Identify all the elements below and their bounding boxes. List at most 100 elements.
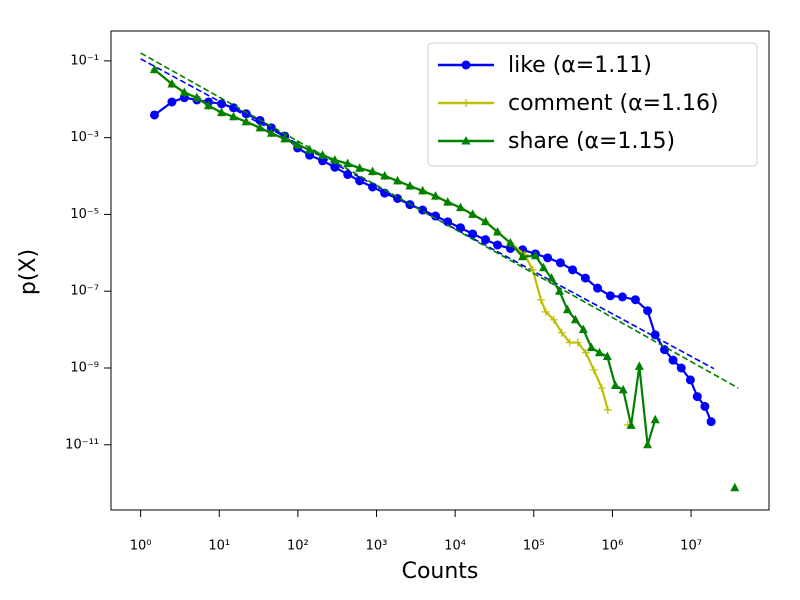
point [480,235,490,245]
point [602,351,612,360]
point [431,191,441,200]
point [668,355,678,365]
point [192,92,202,102]
point [443,197,453,206]
point [565,338,574,347]
point [597,384,606,393]
point [581,348,590,357]
point [468,209,478,218]
point [229,111,239,121]
point [280,133,290,143]
point [594,347,604,357]
y-tick-label: 10⁻⁹ [70,360,99,375]
legend-marker [461,60,471,70]
point [355,163,365,172]
x-tick-label: 10⁷ [680,539,702,554]
point [443,217,453,227]
y-tick-label: 10⁻⁵ [70,207,99,222]
plot-frame [110,30,770,511]
point [547,273,557,282]
point [562,304,572,314]
point [589,365,598,374]
y-axis-label: p(X) [16,249,41,295]
point [405,181,415,190]
point [293,139,303,149]
point [610,380,620,389]
y-tick-label: 10⁻¹¹ [65,437,99,452]
point [692,392,702,402]
point [554,286,564,295]
point [480,216,490,226]
x-tick-label: 10⁴ [444,539,466,554]
point [676,363,686,373]
x-tick-label: 10⁶ [602,539,624,554]
point [368,166,378,176]
point [660,345,670,355]
point [539,262,549,272]
point [241,116,251,126]
point [266,128,276,137]
legend-label: comment (α=1.16) [508,91,719,116]
legend-marker [461,136,471,145]
point [330,162,340,172]
x-tick-label: 10¹ [208,539,230,554]
point [626,420,636,429]
point [634,361,644,370]
point [555,258,565,268]
x-tick-label: 10³ [366,539,388,554]
point [431,211,441,221]
point [518,251,528,261]
point [343,158,353,168]
point [570,314,580,324]
point [217,107,227,117]
point [493,240,503,250]
point [468,229,478,239]
point [456,223,466,233]
x-tick-label: 10² [287,539,309,554]
y-tick-label: 10⁻³ [70,130,99,145]
point [167,97,177,107]
point [568,265,578,275]
point [630,295,640,305]
point [318,150,328,159]
point [573,338,582,347]
point [605,291,615,301]
plot-area [140,52,740,492]
point [557,328,566,337]
point [549,315,558,324]
point [618,384,628,394]
point [343,169,353,179]
point [706,417,716,427]
point [543,253,553,263]
point [578,324,588,334]
point [179,87,189,97]
point [528,265,537,274]
y-tick-label: 10⁻¹ [70,53,99,68]
point [603,405,612,414]
point [204,100,214,110]
legend-label: like (α=1.11) [508,53,652,78]
point [217,99,227,109]
legend-label: share (α=1.15) [508,129,675,154]
point [380,171,390,180]
legend-marker [462,99,470,107]
x-tick-label: 10⁵ [523,539,545,554]
point [393,175,403,185]
point [536,295,545,304]
point [650,330,660,340]
point [368,182,378,192]
point [505,238,515,247]
point [149,64,159,74]
point [255,122,265,132]
point [149,110,159,120]
point [493,226,503,236]
point [643,439,653,449]
point [700,401,710,411]
point [355,176,365,186]
point [580,273,590,283]
point [650,414,660,424]
point [730,482,740,492]
point [643,306,653,316]
point [586,342,596,352]
point [418,185,428,195]
